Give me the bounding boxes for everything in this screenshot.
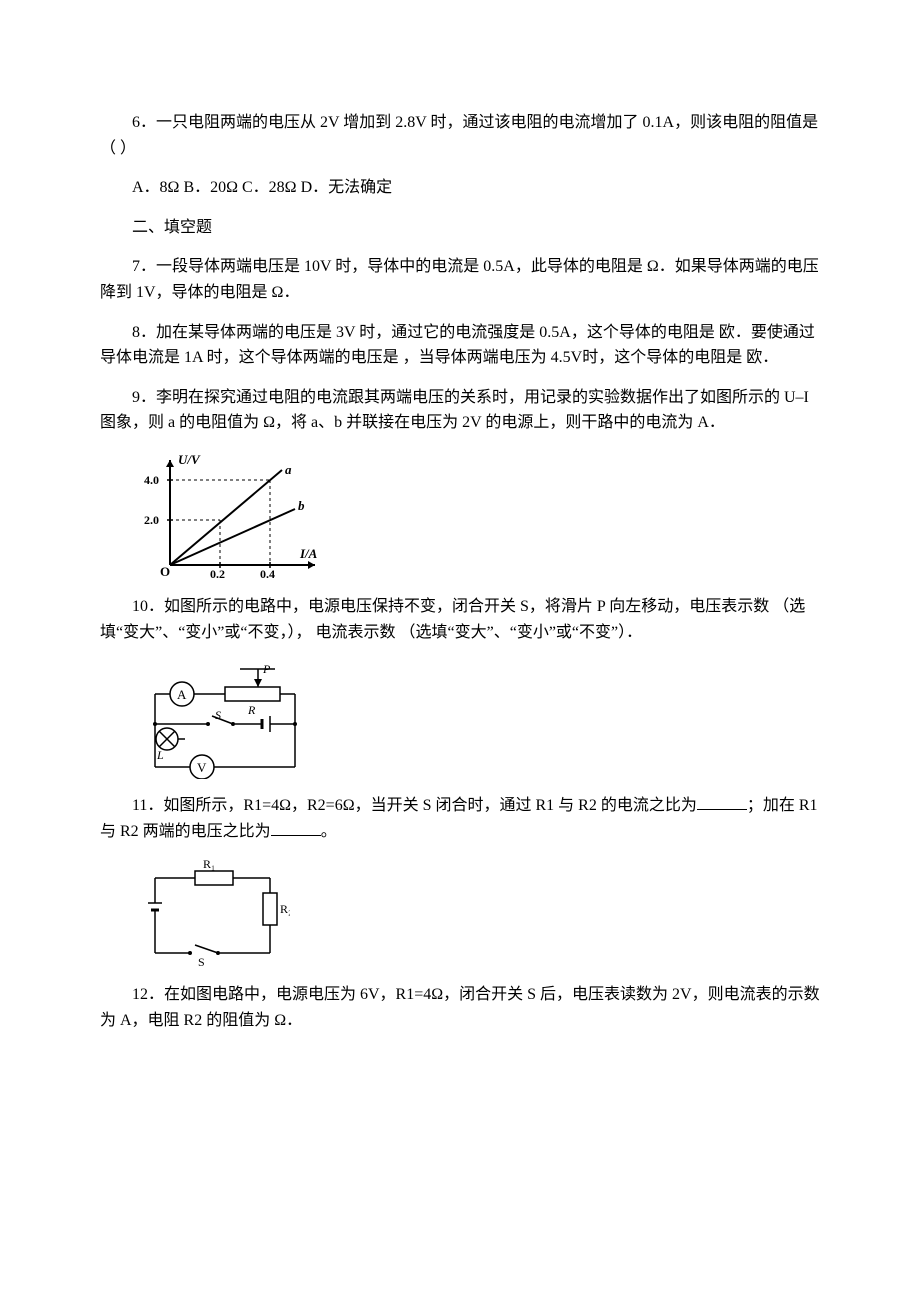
ammeter-label: A <box>177 687 187 702</box>
figure-q11: R₁ R₂ S <box>140 858 820 968</box>
question-11: 11．如图所示，R1=4Ω，R2=6Ω，当开关 S 闭合时，通过 R1 与 R2… <box>100 793 820 844</box>
page-container: 6．一只电阻两端的电压从 2V 增加到 2.8V 时，通过该电阻的电流增加了 0… <box>0 0 920 1302</box>
figure-q10: A P R S <box>140 659 820 779</box>
voltmeter-label: V <box>197 760 207 775</box>
q10-circuit: A P R S <box>140 659 315 779</box>
question-9: 9．李明在探究通过电阻的电流跟其两端电压的关系时，用记录的实验数据作出了如图所示… <box>100 385 820 436</box>
r2-label: R₂ <box>280 902 290 916</box>
resistor-r2-icon <box>263 893 277 925</box>
line-b <box>170 509 295 565</box>
r1-label: R₁ <box>203 858 215 871</box>
resistor-r-label: R <box>247 703 256 717</box>
q11-blank-1 <box>697 793 747 810</box>
question-8: 8．加在某导体两端的电压是 3V 时，通过它的电流强度是 0.5A，这个导体的电… <box>100 320 820 371</box>
x-tick-04: 0.4 <box>260 567 275 580</box>
question-6-options: A．8Ω B．20Ω C．28Ω D．无法确定 <box>100 175 820 201</box>
q11-circuit: R₁ R₂ S <box>140 858 290 968</box>
q9-graph: U/V I/A O 2.0 4.0 0.2 0.4 a b <box>140 450 330 580</box>
rheostat-icon <box>225 687 280 701</box>
y-axis-label: U/V <box>178 452 201 467</box>
y-tick-2: 2.0 <box>144 513 159 527</box>
switch-label: S <box>215 708 221 722</box>
x-axis-label: I/A <box>299 546 318 561</box>
q11-suffix: 。 <box>321 823 337 840</box>
lamp-label: L <box>156 748 164 762</box>
line-a <box>170 470 282 565</box>
x-tick-02: 0.2 <box>210 567 225 580</box>
question-12: 12．在如图电路中，电源电压为 6V，R1=4Ω，闭合开关 S 后，电压表读数为… <box>100 982 820 1033</box>
resistor-r1-icon <box>195 871 233 885</box>
question-10: 10．如图所示的电路中，电源电压保持不变，闭合开关 S，将滑片 P 向左移动，电… <box>100 594 820 645</box>
section-2-heading: 二、填空题 <box>100 215 820 241</box>
switch-s-label: S <box>198 955 205 968</box>
q11-blank-2 <box>271 819 321 836</box>
question-7: 7．一段导体两端电压是 10V 时，导体中的电流是 0.5A，此导体的电阻是 Ω… <box>100 254 820 305</box>
origin-label: O <box>160 564 170 579</box>
line-a-label: a <box>285 462 292 477</box>
figure-q9: U/V I/A O 2.0 4.0 0.2 0.4 a b <box>140 450 820 580</box>
line-b-label: b <box>298 498 305 513</box>
question-6: 6．一只电阻两端的电压从 2V 增加到 2.8V 时，通过该电阻的电流增加了 0… <box>100 110 820 161</box>
q11-prefix: 11．如图所示，R1=4Ω，R2=6Ω，当开关 S 闭合时，通过 R1 与 R2… <box>132 797 697 814</box>
y-tick-4: 4.0 <box>144 473 159 487</box>
slider-label: P <box>262 662 271 676</box>
